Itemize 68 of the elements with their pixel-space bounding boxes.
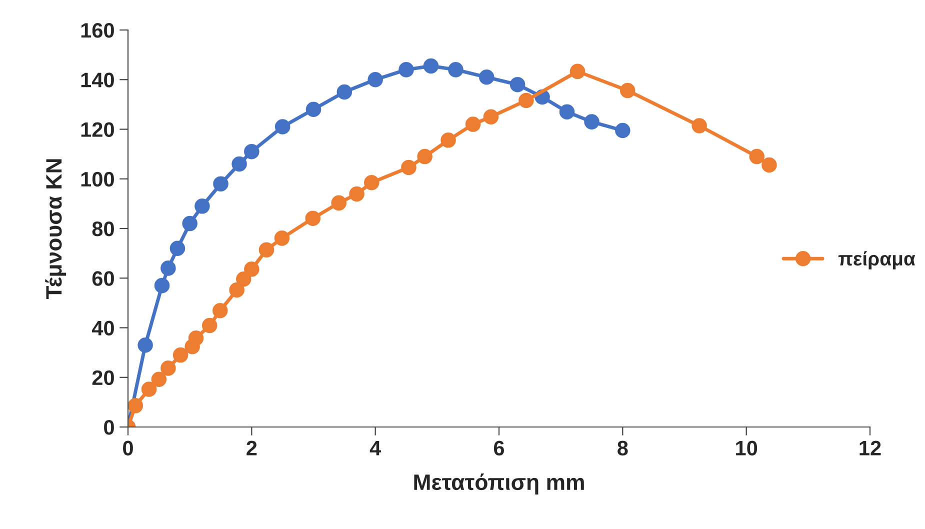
point [232, 156, 247, 172]
y-tick-label: 80 [92, 222, 114, 236]
point [154, 278, 170, 294]
point [510, 76, 526, 92]
point [423, 58, 439, 74]
y-tick-label: 0 [104, 420, 114, 435]
point [188, 330, 204, 346]
point [749, 148, 764, 164]
point [448, 62, 464, 78]
x-tick-label: 4 [370, 440, 382, 456]
point [478, 70, 494, 85]
x-tick-label: 8 [618, 440, 628, 456]
point [440, 132, 456, 148]
point [170, 240, 186, 256]
point [336, 84, 352, 100]
point [160, 360, 176, 376]
point [692, 118, 707, 134]
point [368, 72, 383, 88]
point [151, 372, 167, 387]
point [213, 176, 228, 192]
legend-label: πείραμα [838, 251, 916, 270]
y-tick-label: 140 [81, 72, 114, 88]
point [202, 318, 218, 334]
point [483, 109, 499, 124]
x-tick-label: 2 [246, 440, 257, 456]
point [182, 216, 198, 232]
point [274, 230, 290, 246]
point [306, 102, 322, 118]
y-tick-label: 120 [81, 122, 114, 138]
point [160, 260, 176, 276]
y-tick-label: 60 [92, 271, 114, 286]
x-tick-label: 0 [123, 440, 133, 456]
point [305, 210, 321, 226]
point [212, 302, 228, 318]
x-tick-label: 10 [736, 440, 758, 456]
point [465, 116, 481, 132]
point [417, 148, 432, 164]
point [518, 92, 534, 108]
point [274, 119, 290, 134]
point [570, 64, 586, 80]
point [141, 382, 157, 397]
point [138, 337, 153, 353]
point [559, 104, 575, 120]
point [349, 186, 364, 202]
x-axis-title: Μετατόπιση mm [414, 473, 584, 494]
point [331, 195, 346, 211]
point [258, 242, 274, 258]
x-tick-label: 6 [494, 440, 504, 456]
point [244, 262, 260, 277]
point [244, 144, 260, 160]
x-tick-label: 12 [860, 440, 881, 456]
point [401, 160, 416, 176]
y-tick-label: 100 [81, 172, 114, 187]
y-axis-title: Τέμνουσα KN [45, 159, 66, 300]
point [236, 271, 252, 287]
point [172, 347, 188, 363]
y-tick-label: 20 [92, 370, 114, 386]
point [615, 122, 630, 138]
y-tick-label: 160 [81, 23, 114, 38]
point [762, 157, 777, 173]
point [364, 174, 380, 190]
point [620, 82, 636, 98]
point [229, 282, 244, 298]
point [128, 398, 144, 414]
point [194, 198, 210, 214]
point [584, 114, 600, 130]
point [398, 62, 414, 78]
y-tick-label: 40 [92, 320, 114, 336]
